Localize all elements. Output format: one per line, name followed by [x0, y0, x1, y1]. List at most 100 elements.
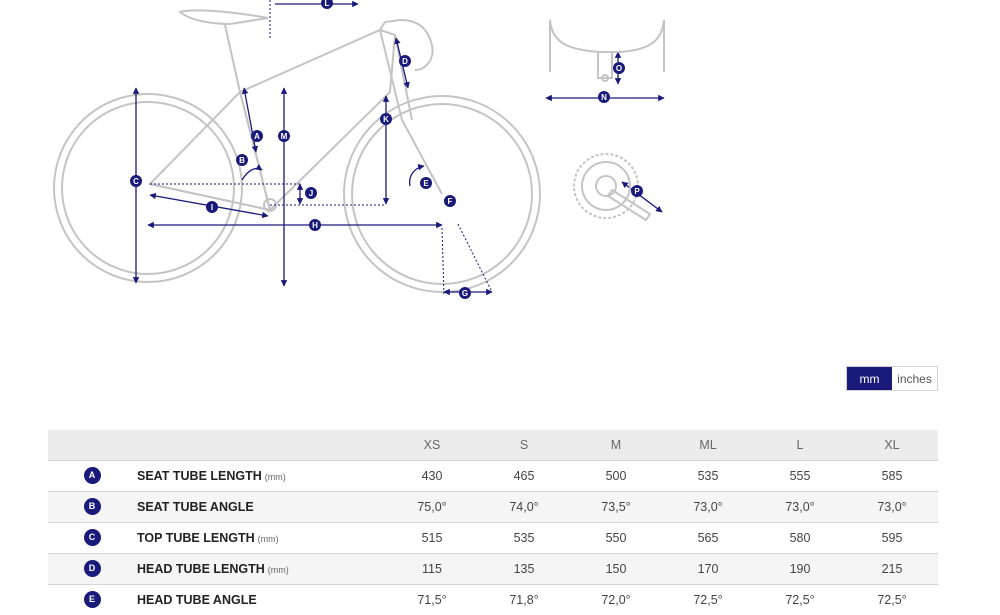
measure-name-cell: HEAD TUBE LENGTH (mm)	[136, 552, 386, 584]
table-row: E HEAD TUBE ANGLE 71,5° 71,8° 72,0° 72,5° 72,5…	[48, 583, 938, 615]
dimension-marker-b: B	[236, 154, 248, 166]
dimension-marker-j: J	[305, 187, 317, 199]
size-value: 71,5°	[386, 583, 478, 615]
dimension-marker-label: O	[616, 64, 622, 73]
size-value: 72,5°	[662, 583, 754, 615]
measure-unit: (mm)	[267, 564, 289, 575]
dimension-marker-label: K	[383, 115, 389, 124]
dimension-marker-label: L	[325, 0, 330, 8]
size-value: 72,5°	[754, 583, 846, 615]
size-value: 555	[754, 459, 846, 491]
measure-name: SEAT TUBE LENGTH	[137, 468, 262, 483]
dimension-marker-h: H	[309, 219, 321, 231]
measure-name-cell: SEAT TUBE ANGLE	[136, 490, 386, 522]
bike-frame-outline	[53, 9, 541, 293]
size-value: 550	[570, 521, 662, 553]
size-value: 535	[662, 459, 754, 491]
dimension-marker-a: A	[251, 130, 263, 142]
dimension-marker-m: M	[278, 130, 290, 142]
size-header: M	[610, 437, 622, 452]
measure-name: HEAD TUBE ANGLE	[137, 592, 257, 607]
measure-name-cell: SEAT TUBE LENGTH (mm)	[136, 459, 386, 491]
letter-badge: A	[83, 467, 101, 484]
size-value: 71,8°	[478, 583, 570, 615]
size-value: 595	[846, 521, 938, 553]
size-value: 73,0°	[846, 490, 938, 522]
dimension-lines	[132, 0, 665, 296]
dimension-marker-e: E	[420, 177, 432, 189]
dimension-marker-p: P	[631, 185, 643, 197]
dimension-marker-label: M	[281, 132, 288, 141]
handlebar-front-view	[549, 19, 665, 82]
measure-name-cell: HEAD TUBE ANGLE	[136, 583, 386, 615]
row-letter-cell: D	[48, 552, 136, 584]
unit-toggle: mm inches	[846, 366, 938, 391]
measure-unit: (mm)	[257, 533, 279, 544]
dimension-marker-f: F	[444, 195, 456, 207]
dimension-marker-i: I	[206, 201, 218, 213]
size-header: S	[519, 437, 529, 452]
measure-name-cell: TOP TUBE LENGTH (mm)	[136, 521, 386, 553]
dimension-marker-c: C	[130, 175, 142, 187]
dimension-marker-l: L	[321, 0, 333, 9]
dimension-marker-label: D	[402, 57, 408, 66]
table-row: A SEAT TUBE LENGTH (mm) 430 465 500 535 555 585	[48, 459, 938, 491]
dimension-marker-label: F	[448, 197, 453, 206]
geometry-table: XS S M ML L XL A SEAT TUBE LENGTH (mm) 430 4…	[48, 430, 938, 615]
size-value: 500	[570, 459, 662, 491]
size-value: 73,0°	[754, 490, 846, 522]
row-letter-cell: C	[48, 521, 136, 553]
dimension-marker-label: B	[239, 156, 245, 165]
dimension-marker-label: H	[312, 221, 318, 230]
table-header-row: XS S M ML L XL	[48, 430, 938, 460]
dimension-marker-d: D	[399, 55, 411, 67]
size-value: 190	[754, 552, 846, 584]
letter-badge: D	[83, 560, 101, 577]
letter-badge: B	[83, 498, 101, 515]
size-value: 430	[386, 459, 478, 491]
dimension-marker-n: N	[598, 91, 610, 103]
inches-unit-button[interactable]: inches	[892, 367, 937, 390]
row-letter-cell: A	[48, 459, 136, 491]
dotted-guides	[150, 0, 493, 297]
dimension-markers: A B C D E F G H I J K L M N O P	[130, 0, 643, 299]
measure-name: TOP TUBE LENGTH	[137, 530, 255, 545]
dimension-marker-label: E	[423, 179, 429, 188]
measure-name: HEAD TUBE LENGTH	[137, 561, 265, 576]
dimension-marker-label: P	[634, 187, 640, 196]
size-value: 73,5°	[570, 490, 662, 522]
size-value: 170	[662, 552, 754, 584]
size-value: 74,0°	[478, 490, 570, 522]
bike-geometry-diagram: A B C D E F G H I J K L M N O P	[53, 0, 665, 299]
dimension-marker-label: A	[254, 132, 260, 141]
table-row: B SEAT TUBE ANGLE 75,0° 74,0° 73,5° 73,0° 73,0…	[48, 490, 938, 522]
table-row: C TOP TUBE LENGTH (mm) 515 535 550 565 580 595	[48, 521, 938, 553]
size-header: ML	[699, 437, 717, 452]
table-row: D HEAD TUBE LENGTH (mm) 115 135 150 170 190 215	[48, 552, 938, 584]
size-value: 585	[846, 459, 938, 491]
header-letter	[48, 430, 136, 460]
size-header: XS	[423, 437, 441, 452]
size-value: 75,0°	[386, 490, 478, 522]
size-value: 465	[478, 459, 570, 491]
size-value: 73,0°	[662, 490, 754, 522]
row-letter-cell: B	[48, 490, 136, 522]
letter-badge: E	[83, 591, 101, 608]
measure-unit: (mm)	[264, 471, 286, 482]
measure-name: SEAT TUBE ANGLE	[137, 499, 254, 514]
size-value: 565	[662, 521, 754, 553]
dimension-marker-k: K	[380, 113, 392, 125]
size-value: 515	[386, 521, 478, 553]
dimension-marker-label: C	[133, 177, 139, 186]
dimension-marker-label: I	[211, 203, 213, 212]
dimension-marker-o: O	[613, 62, 625, 74]
header-measure	[136, 430, 386, 460]
size-value: 215	[846, 552, 938, 584]
dimension-marker-label: J	[309, 189, 313, 198]
size-header: XL	[884, 437, 900, 452]
size-value: 72,5°	[846, 583, 938, 615]
size-value: 135	[478, 552, 570, 584]
dimension-marker-label: G	[462, 289, 468, 298]
dimension-marker-g: G	[459, 287, 471, 299]
mm-unit-button[interactable]: mm	[847, 367, 892, 390]
